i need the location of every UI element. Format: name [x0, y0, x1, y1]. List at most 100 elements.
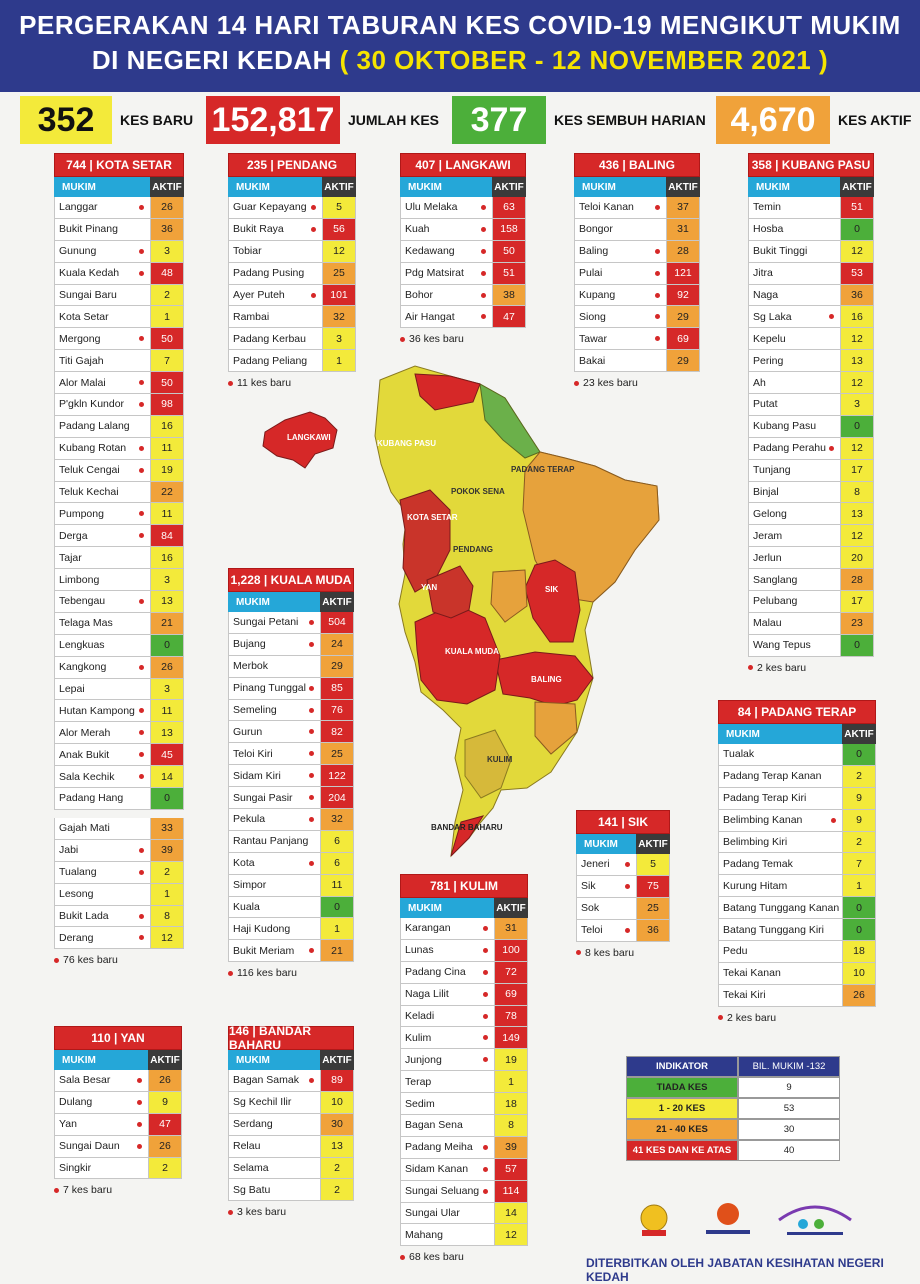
mukim-row: Kulim 149 [400, 1027, 528, 1050]
mukim-row: Pedu 18 [718, 941, 876, 963]
active-count: 29 [320, 655, 354, 677]
col-aktif: AKTIF [842, 724, 876, 744]
active-count: 25 [322, 262, 356, 284]
mukim-row: Teluk Cengai 19 [54, 459, 184, 482]
kedah-sejahtera-logo [772, 1198, 858, 1242]
mukim-name: Jerlun [748, 547, 840, 569]
stat-kes-baru: 352 KES BARU [20, 96, 193, 144]
mukim-name: Alor Malai [54, 372, 150, 394]
mukim-name: Anak Bukit [54, 744, 150, 766]
dot-icon [228, 970, 233, 976]
active-count: 30 [320, 1113, 354, 1135]
table-kubang-pasu: 358 | KUBANG PASU MUKIM AKTIF Temin 51 Hosba 0… [748, 153, 874, 674]
active-count: 36 [840, 284, 874, 306]
new-case-dot-icon [137, 1121, 142, 1127]
mukim-name: Batang Tunggang Kanan [718, 897, 842, 919]
mukim-name: Jeneri [576, 854, 636, 875]
new-case-dot-icon [655, 314, 660, 320]
mukim-name: Bukit Pinang [54, 218, 150, 240]
mukim-name: Sanglang [748, 569, 840, 591]
mukim-name: Padang Cina [400, 961, 494, 983]
mukim-row: Jeram 12 [748, 525, 874, 548]
mukim-name: Tekai Kanan [718, 962, 842, 984]
mukim-row: Yan 47 [54, 1113, 182, 1136]
mukim-name: Sidam Kanan [400, 1158, 494, 1180]
new-case-dot-icon [309, 1078, 314, 1083]
mukim-row: Ayer Puteh 101 [228, 284, 356, 307]
mukim-row: Bukit Meriam 21 [228, 940, 354, 963]
active-count: 0 [842, 919, 876, 941]
active-count: 98 [150, 394, 184, 415]
new-cases-note: 7 kes baru [54, 1184, 182, 1196]
table-kuala-muda: 1,228 | KUALA MUDA MUKIM AKTIF Sungai Petan… [228, 568, 354, 979]
table-header: MUKIM AKTIF [748, 177, 874, 197]
active-count: 114 [494, 1180, 528, 1202]
active-count: 20 [840, 547, 874, 569]
mukim-row: Tajar 16 [54, 547, 184, 570]
active-count: 3 [322, 328, 356, 350]
active-count: 6 [320, 852, 354, 874]
mukim-name: Bohor [400, 284, 492, 306]
table-kulim: 781 | KULIM MUKIM AKTIF Karangan 31 Lunas 100 P… [400, 874, 528, 1263]
active-count: 28 [840, 569, 874, 591]
new-case-dot-icon [139, 847, 144, 853]
active-count: 26 [148, 1135, 182, 1157]
dot-icon [400, 336, 405, 342]
mukim-name: Sala Besar [54, 1070, 148, 1091]
mukim-name: Padang Temak [718, 853, 842, 875]
mukim-name: Singkir [54, 1157, 148, 1179]
mukim-row: Keladi 78 [400, 1005, 528, 1028]
mukim-name: Baling [574, 240, 666, 262]
map-kuala-muda [414, 603, 501, 705]
legend-count: 40 [738, 1140, 840, 1161]
mukim-row: Padang Lalang 16 [54, 415, 184, 438]
active-count: 21 [150, 612, 184, 634]
mukim-name: Wang Tepus [748, 634, 840, 656]
mukim-name: Teloi Kiri [228, 743, 320, 765]
new-case-dot-icon [139, 270, 144, 276]
active-count: 69 [666, 328, 700, 350]
district-title: 141 | SIK [576, 810, 670, 834]
map-north-red [414, 373, 481, 411]
mukim-name: Langgar [54, 197, 150, 218]
map-label-langkawi: LANGKAWI [287, 433, 331, 442]
new-cases-text: 23 kes baru [583, 377, 638, 390]
mukim-name: Terap [400, 1071, 494, 1093]
active-count: 89 [320, 1070, 354, 1091]
new-case-dot-icon [137, 1143, 142, 1149]
mukim-name: Air Hangat [400, 306, 492, 328]
mukim-row: Sg Kechil Ilir 10 [228, 1091, 354, 1114]
active-count: 204 [320, 787, 354, 809]
new-cases-text: 7 kes baru [63, 1184, 113, 1197]
active-count: 13 [840, 503, 874, 525]
mukim-row: Binjal 8 [748, 481, 874, 504]
mukim-row: Teloi Kiri 25 [228, 743, 354, 766]
mukim-name: Sungai Petani [228, 612, 320, 633]
mukim-row: Padang Meiha 39 [400, 1136, 528, 1159]
mukim-name: Haji Kudong [228, 918, 320, 940]
active-count: 9 [842, 809, 876, 831]
active-count: 18 [842, 941, 876, 962]
mukim-name: Gelong [748, 503, 840, 525]
mukim-row: Mergong 50 [54, 328, 184, 351]
map-label-kubang-pasu: KUBANG PASU [377, 439, 436, 448]
active-count: 12 [494, 1224, 528, 1246]
mukim-name: Tekai Kiri [718, 984, 842, 1006]
dot-icon [718, 1015, 723, 1021]
active-count: 2 [320, 1157, 354, 1179]
active-count: 1 [494, 1071, 528, 1093]
active-count: 13 [840, 350, 874, 372]
mukim-name: Pulai [574, 262, 666, 284]
mukim-row: Teloi 36 [576, 919, 670, 942]
map-label-kuala-muda: KUALA MUDA [445, 647, 499, 656]
col-mukim: MUKIM [54, 1050, 148, 1070]
mukim-name: Sg Laka [748, 306, 840, 328]
active-count: 122 [320, 765, 354, 787]
new-case-dot-icon [483, 1144, 488, 1150]
mukim-row: Tobiar 12 [228, 240, 356, 263]
legend-indicator: 21 - 40 KES [626, 1119, 738, 1140]
table-header: MUKIM AKTIF [576, 834, 670, 854]
active-count: 26 [150, 197, 184, 218]
district-title: 358 | KUBANG PASU [748, 153, 874, 177]
map-baling [494, 651, 594, 707]
